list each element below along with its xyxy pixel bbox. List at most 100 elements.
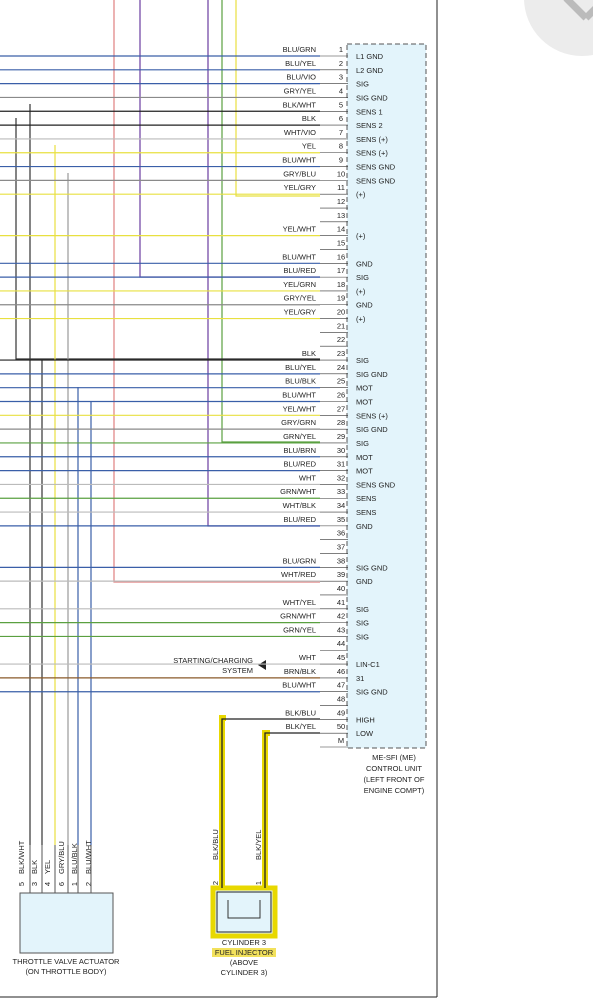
control-unit-label: ENGINE COMPT) bbox=[364, 786, 425, 795]
pin-function: SIG bbox=[356, 273, 369, 282]
close-icon bbox=[563, 0, 593, 21]
pin-number: 4 bbox=[339, 86, 343, 95]
pin-function: SIG GND bbox=[356, 563, 388, 572]
pin-number: 45 bbox=[337, 653, 345, 662]
wire-label: BLK bbox=[302, 114, 316, 123]
pin-number: 21 bbox=[337, 321, 345, 330]
pin-number: 47 bbox=[337, 681, 345, 690]
wire-label: GRY/YEL bbox=[284, 86, 316, 95]
pin-function: MOT bbox=[356, 384, 373, 393]
external-label: STARTING/CHARGING bbox=[173, 656, 253, 665]
throttle-actuator-box bbox=[19, 892, 114, 954]
pin-number: 10 bbox=[337, 169, 345, 178]
pin-function: SENS 2 bbox=[356, 121, 383, 130]
pin-number: 32 bbox=[337, 473, 345, 482]
pin-function: SENS (+) bbox=[356, 411, 388, 420]
pin-number: 30 bbox=[337, 446, 345, 455]
pin-number: 25 bbox=[337, 377, 345, 386]
injector-label: CYLINDER 3 bbox=[222, 938, 266, 947]
pin-number: 26 bbox=[337, 390, 345, 399]
pin-function: SENS GND bbox=[356, 176, 396, 185]
pin-number: 14 bbox=[337, 225, 345, 234]
injector-wire-highlight bbox=[219, 715, 270, 888]
control-unit-label: CONTROL UNIT bbox=[366, 764, 422, 773]
wire-label: BLU/WHT bbox=[282, 681, 316, 690]
wire-label: YEL/GRN bbox=[283, 280, 316, 289]
wire-label: YEL bbox=[43, 860, 52, 874]
pin-number: 3 bbox=[339, 73, 343, 82]
pin-number: 11 bbox=[337, 183, 345, 192]
pin-function: SENS GND bbox=[356, 480, 396, 489]
pin-number: 39 bbox=[337, 570, 345, 579]
wire-label: BLK/YEL bbox=[254, 830, 263, 860]
pin-function: SIG GND bbox=[356, 425, 388, 434]
pin-number: 6 bbox=[339, 114, 343, 123]
control-unit-label: (LEFT FRONT OF bbox=[364, 775, 425, 784]
pin-function: HIGH bbox=[356, 715, 375, 724]
pin-number: 37 bbox=[337, 543, 345, 552]
wire-label: GRN/YEL bbox=[283, 432, 316, 441]
pin-function: GND bbox=[356, 577, 373, 586]
wire-label: BLK/WHT bbox=[283, 100, 317, 109]
pin-number: 15 bbox=[337, 238, 345, 247]
pin-number: 31 bbox=[337, 460, 345, 469]
pin-function: (+) bbox=[356, 315, 366, 324]
pin-number: 40 bbox=[337, 584, 345, 593]
wire-label: YEL/WHT bbox=[283, 404, 317, 413]
pin-function: SIG GND bbox=[356, 93, 388, 102]
pin-number: 4 bbox=[43, 882, 52, 886]
pin-number: 49 bbox=[337, 708, 345, 717]
pin-number: 33 bbox=[337, 487, 345, 496]
pin-number: 5 bbox=[17, 882, 26, 886]
injector-box bbox=[210, 885, 278, 939]
pin-function: MOT bbox=[356, 467, 373, 476]
wire-label: BLU/RED bbox=[283, 460, 316, 469]
pin-function: SIG bbox=[356, 632, 369, 641]
wire-label: BLK/YEL bbox=[286, 722, 316, 731]
pin-number: 50 bbox=[337, 722, 345, 731]
wire-routes bbox=[15, 0, 320, 845]
pin-function: (+) bbox=[356, 232, 366, 241]
injector-box-outline bbox=[216, 891, 272, 933]
pin-function: GND bbox=[356, 259, 373, 268]
pin-function: SENS (+) bbox=[356, 149, 388, 158]
pin-number: 9 bbox=[339, 156, 343, 165]
pin-number: 48 bbox=[337, 695, 345, 704]
wire-label: BLU/YEL bbox=[285, 363, 316, 372]
external-label: SYSTEM bbox=[222, 666, 253, 675]
wire-label: BLK/WHT bbox=[17, 840, 26, 874]
pin-function: SENS (+) bbox=[356, 135, 388, 144]
wire-label: WHT/RED bbox=[281, 570, 317, 579]
pin-function: (+) bbox=[356, 287, 366, 296]
wire-label: GRY/BLU bbox=[57, 841, 66, 874]
pin-number: 46 bbox=[337, 667, 345, 676]
pin-function: GND bbox=[356, 301, 373, 310]
wire-label: GRY/YEL bbox=[284, 294, 316, 303]
pin-number: 8 bbox=[339, 142, 343, 151]
wire-label: BLU/RED bbox=[283, 266, 316, 275]
pin-function: MOT bbox=[356, 453, 373, 462]
wire-label: GRN/YEL bbox=[283, 625, 316, 634]
injector-symbol bbox=[227, 900, 261, 919]
pin-number: 2 bbox=[339, 59, 343, 68]
pin-function: SENS 1 bbox=[356, 107, 383, 116]
pin-number: 27 bbox=[337, 404, 345, 413]
pin-number: 28 bbox=[337, 418, 345, 427]
wire-label: BLU/WHT bbox=[282, 390, 316, 399]
pin-number: 29 bbox=[337, 432, 345, 441]
pin-number: 6 bbox=[57, 882, 66, 886]
wire-label: BLU/GRN bbox=[283, 45, 316, 54]
pin-function: SIG bbox=[356, 439, 369, 448]
pin-number: 22 bbox=[337, 335, 345, 344]
pin-number: 36 bbox=[337, 529, 345, 538]
pin-number: 35 bbox=[337, 515, 345, 524]
close-button-bg[interactable] bbox=[524, 0, 593, 56]
pin-function: SENS bbox=[356, 494, 376, 503]
pin-number: 7 bbox=[339, 128, 343, 137]
wire-label: GRY/BLU bbox=[283, 169, 316, 178]
wire-label: GRN/WHT bbox=[280, 487, 316, 496]
wire-label: BLU/BRN bbox=[283, 446, 316, 455]
pin-number: 13 bbox=[337, 211, 345, 220]
injector-wire bbox=[221, 718, 320, 888]
